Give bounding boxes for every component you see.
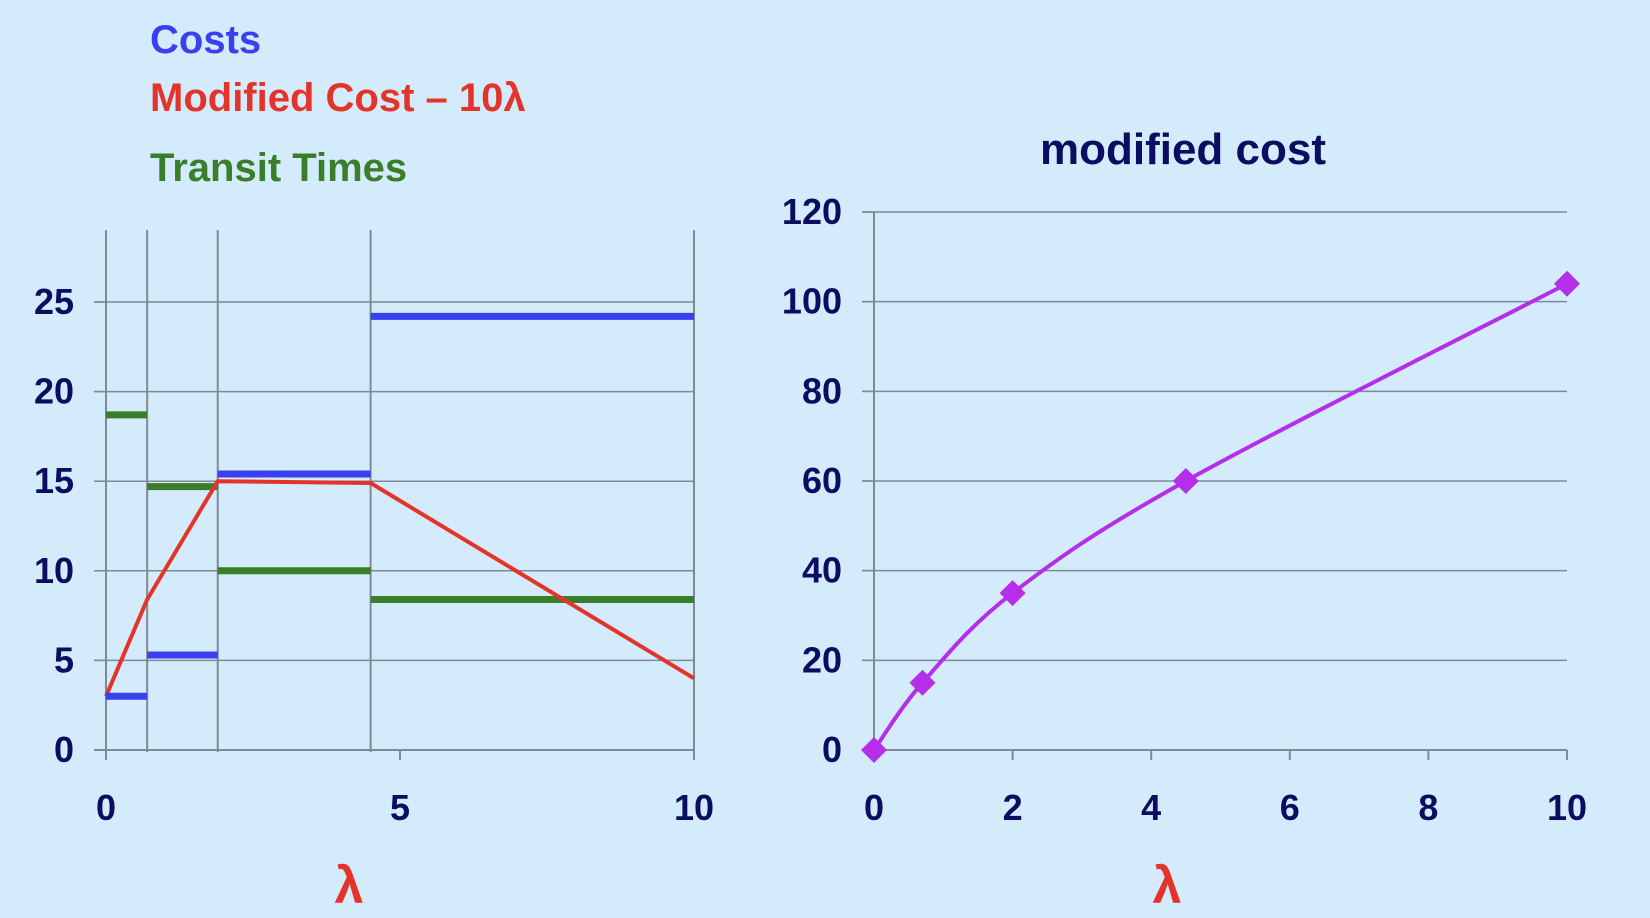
x-tick-label: 6 — [1280, 787, 1300, 828]
data-point-marker — [861, 737, 887, 763]
data-point-marker — [1172, 468, 1199, 494]
legend-transit-times: Transit Times — [150, 146, 408, 190]
y-tick-label: 0 — [54, 729, 74, 770]
y-tick-label: 25 — [34, 281, 74, 322]
y-tick-label: 100 — [782, 281, 842, 322]
y-tick-label: 40 — [802, 550, 842, 591]
x-tick-label: 4 — [1141, 787, 1161, 828]
y-tick-label: 20 — [802, 639, 842, 680]
legend-modified-cost: Modified Cost – 10λ — [150, 76, 526, 120]
y-tick-label: 0 — [822, 729, 842, 770]
modified-cost-curve — [872, 281, 1568, 752]
x-tick-label: 0 — [864, 787, 884, 828]
x-tick-label: 10 — [674, 787, 714, 828]
x-tick-label: 0 — [96, 787, 116, 828]
y-tick-label: 15 — [34, 460, 74, 501]
y-tick-label: 80 — [802, 370, 842, 411]
right-x-axis-label: λ — [1152, 857, 1182, 915]
data-point-marker — [999, 580, 1026, 607]
data-point-marker — [1554, 270, 1580, 297]
data-point-marker — [909, 669, 936, 696]
y-tick-label: 10 — [34, 550, 74, 591]
y-tick-label: 5 — [54, 639, 74, 680]
y-tick-label: 60 — [802, 460, 842, 501]
y-tick-label: 20 — [34, 371, 74, 412]
x-tick-label: 10 — [1547, 787, 1587, 828]
x-tick-label: 5 — [390, 787, 410, 828]
x-tick-label: 8 — [1418, 787, 1438, 828]
chart-title: modified cost — [1040, 125, 1326, 174]
left-x-axis-label: λ — [334, 857, 364, 915]
y-tick-label: 120 — [782, 191, 842, 232]
legend-costs: Costs — [150, 18, 262, 62]
x-tick-label: 2 — [1003, 787, 1023, 828]
